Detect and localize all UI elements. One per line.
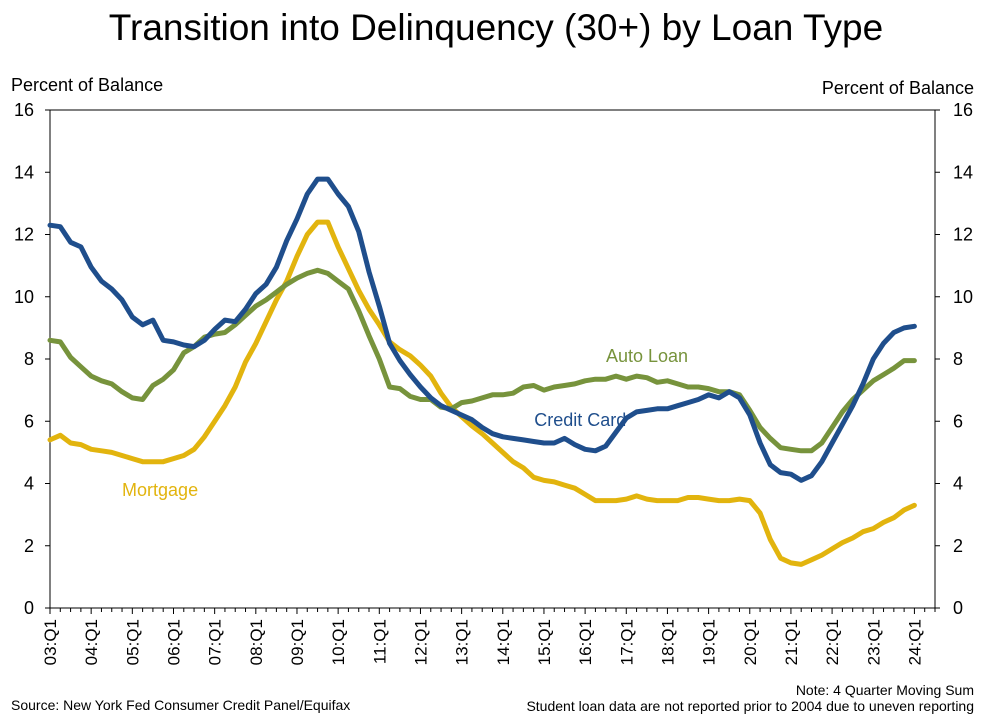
x-tick-label: 05:Q1: [123, 619, 142, 665]
x-tick-label: 14:Q1: [494, 619, 513, 665]
y-tick-label-right: 16: [953, 100, 973, 120]
y-tick-label-left: 8: [24, 349, 34, 369]
y-axis-title-left: Percent of Balance: [11, 75, 164, 95]
y-tick-label-left: 2: [24, 536, 34, 556]
series-label-auto-loan: Auto Loan: [606, 346, 688, 366]
x-tick-label: 06:Q1: [164, 619, 183, 665]
series-line-credit-card: [47, 176, 917, 483]
y-tick-label-left: 0: [24, 598, 34, 618]
x-tick-label: 18:Q1: [658, 619, 677, 665]
series-label-credit-card: Credit Card: [534, 410, 626, 430]
x-tick-label: 16:Q1: [576, 619, 595, 665]
x-tick-label: 09:Q1: [288, 619, 307, 665]
x-tick-label: 12:Q1: [411, 619, 430, 665]
x-tick-label: 04:Q1: [82, 619, 101, 665]
moving-sum-note: Note: 4 Quarter Moving Sum: [795, 682, 974, 698]
y-tick-label-right: 6: [953, 411, 963, 431]
source-note: Source: New York Fed Consumer Credit Pan…: [11, 697, 351, 713]
x-tick-label: 23:Q1: [864, 619, 883, 665]
x-tick-label: 17:Q1: [617, 619, 636, 665]
y-tick-label-left: 16: [14, 100, 34, 120]
x-tick-label: 08:Q1: [247, 619, 266, 665]
y-tick-label-right: 14: [953, 162, 973, 182]
y-tick-label-left: 4: [24, 474, 34, 494]
y-tick-label-right: 0: [953, 598, 963, 618]
x-tick-label: 21:Q1: [782, 619, 801, 665]
series-label-mortgage: Mortgage: [122, 480, 198, 500]
series-line-auto-loan: [47, 267, 917, 454]
x-tick-label: 13:Q1: [453, 619, 472, 665]
chart-title: Transition into Delinquency (30+) by Loa…: [108, 7, 884, 48]
y-tick-label-left: 10: [14, 287, 34, 307]
y-tick-label-right: 10: [953, 287, 973, 307]
y-tick-label-right: 12: [953, 225, 973, 245]
y-tick-label-right: 4: [953, 474, 963, 494]
x-tick-label: 20:Q1: [741, 619, 760, 665]
student-loan-note: Student loan data are not reported prior…: [526, 698, 974, 714]
y-tick-label-left: 6: [24, 411, 34, 431]
x-tick-label: 15:Q1: [535, 619, 554, 665]
x-tick-label: 03:Q1: [41, 619, 60, 665]
x-tick-label: 22:Q1: [823, 619, 842, 665]
series-line-mortgage: [47, 219, 917, 567]
x-tick-label: 11:Q1: [370, 619, 389, 664]
y-tick-label-left: 12: [14, 225, 34, 245]
x-tick-label: 24:Q1: [905, 619, 924, 665]
x-tick-label: 19:Q1: [700, 619, 719, 665]
y-tick-label-right: 8: [953, 349, 963, 369]
y-tick-label-right: 2: [953, 536, 963, 556]
x-tick-label: 07:Q1: [206, 619, 225, 665]
y-tick-label-left: 14: [14, 162, 34, 182]
x-tick-label: 10:Q1: [329, 619, 348, 665]
y-axis-title-right: Percent of Balance: [821, 78, 974, 98]
